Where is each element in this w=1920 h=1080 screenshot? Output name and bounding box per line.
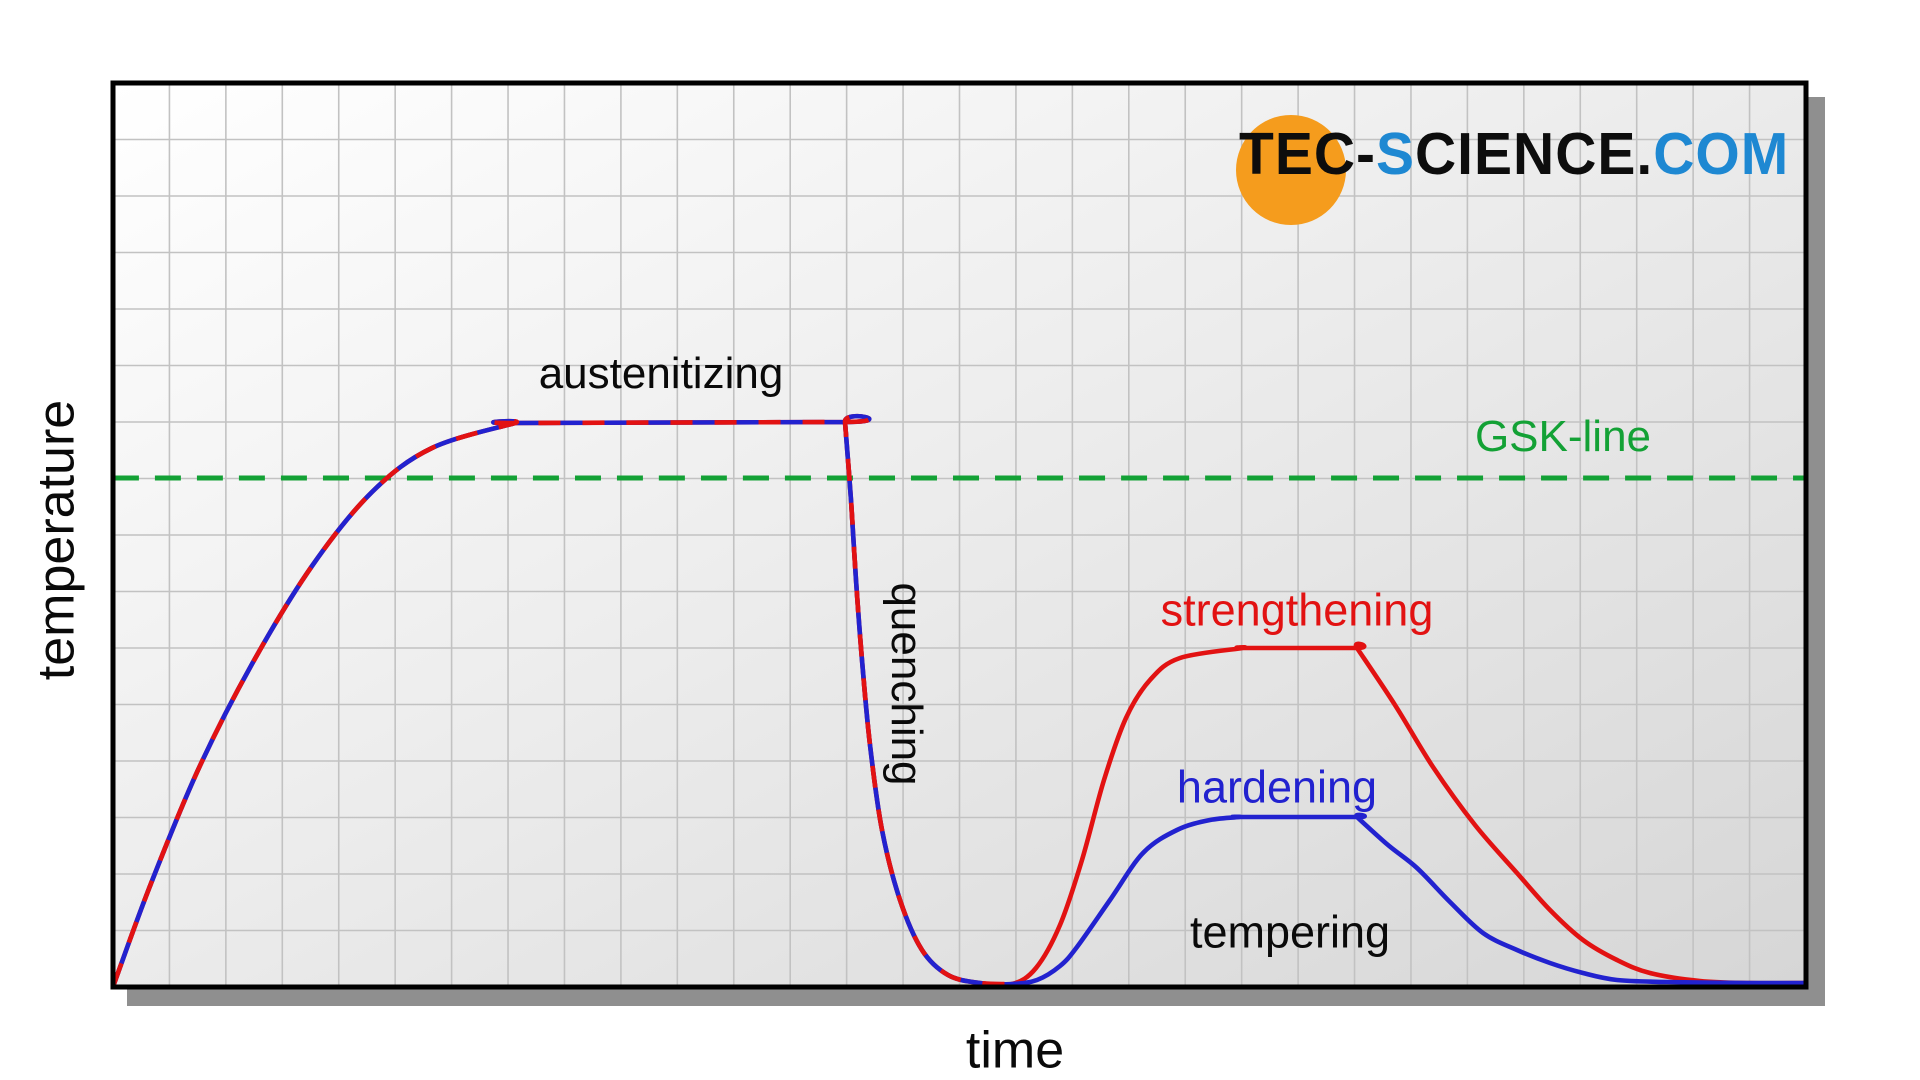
plot-border — [110, 80, 1809, 990]
logo-text-segment: . — [1636, 121, 1654, 188]
curve-hardening — [111, 413, 1807, 987]
curves — [111, 413, 1807, 988]
logo-text-segment: CIENCE — [1415, 121, 1637, 188]
curve-shared-overlay — [111, 413, 1013, 987]
logo-text-segment: TEC- — [1239, 121, 1376, 188]
grid-lines — [113, 83, 1806, 987]
logo-text: TEC-SCIENCE.COM — [1239, 121, 1789, 188]
logo-circle — [1236, 115, 1346, 225]
logo-text-segment: S — [1375, 121, 1416, 188]
logo-text-segment: COM — [1653, 121, 1790, 188]
